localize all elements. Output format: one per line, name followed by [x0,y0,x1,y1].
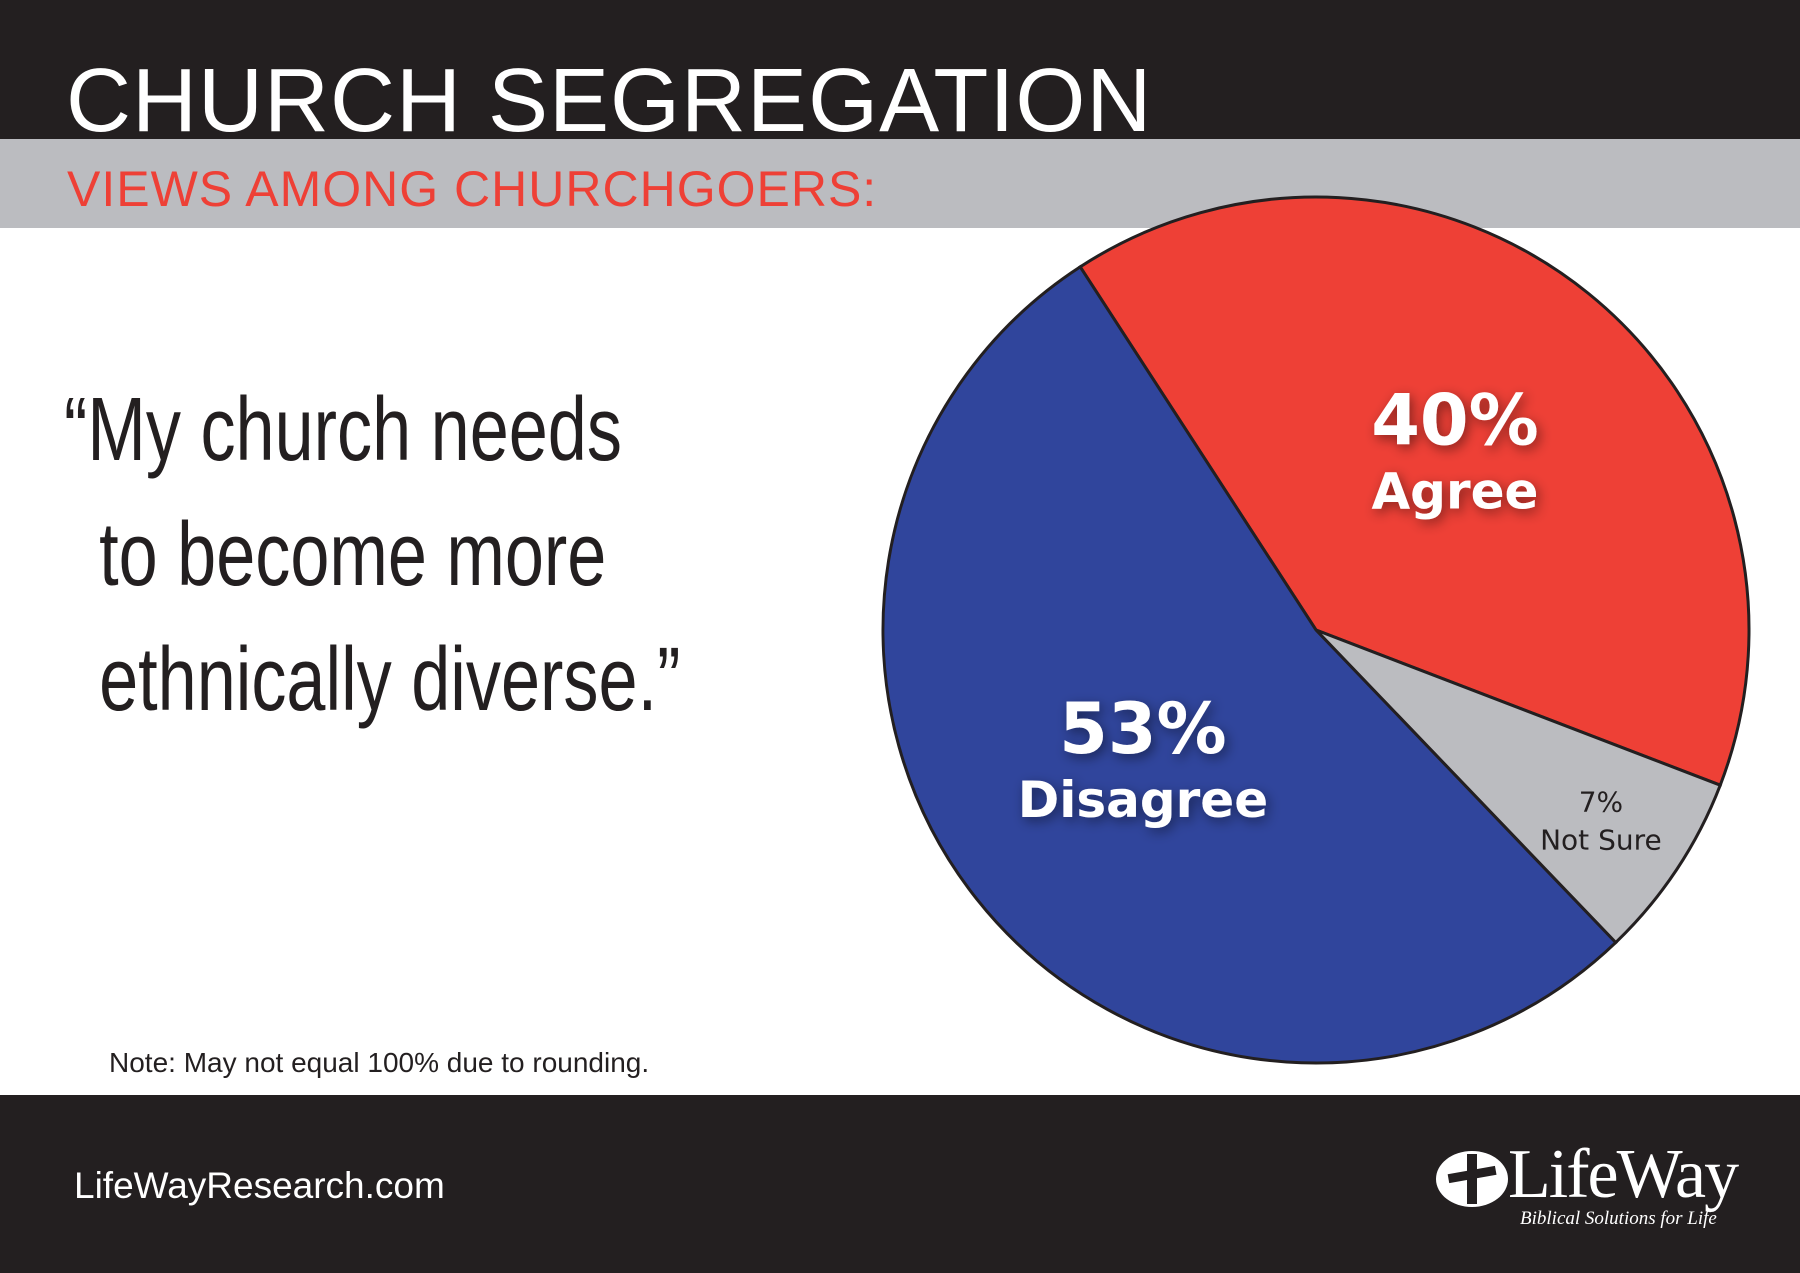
website-link[interactable]: LifeWayResearch.com [74,1165,445,1206]
quote-line: ethnically diverse.” [99,630,681,730]
logo-wordmark: LifeWay [1508,1136,1739,1213]
header-band [0,0,1800,139]
pie-label-group: 40%Agree [1371,379,1539,520]
page-subtitle: VIEWS AMONG CHURCHGOERS: [67,161,878,217]
pie-slice-not-sure [1314,628,1723,945]
survey-question-quote: “My church needs to become more ethnical… [64,368,680,743]
logo-tagline: Biblical Solutions for Life [1520,1208,1717,1229]
pie-category-label: Disagree [1018,771,1268,829]
pie-value-label: 40% [1371,379,1539,461]
pie-slice-agree [1078,195,1751,788]
pie-slice-disagree [881,264,1618,1065]
quote-line: to become more [99,505,607,605]
pie-label-group: 53%Disagree [1018,688,1268,829]
lifeway-logo: LifeWay Biblical Solutions for Life [1426,1140,1756,1240]
rounding-note: Note: May not equal 100% due to rounding… [109,1047,650,1078]
pie-value-label: 53% [1059,688,1227,770]
cross-emblem-icon [1436,1151,1508,1207]
pie-value-label: 7% [1579,785,1623,818]
pie-label-group: 7% Not Sure [1540,785,1662,856]
pie-category-label: Not Sure [1540,823,1662,856]
page-title: CHURCH SEGREGATION [66,51,1153,151]
quote-line: “My church needs [64,380,622,480]
pie-category-label: Agree [1371,462,1538,520]
pie-chart: 40%Agree 7% Not Sure 53%Disagree [881,195,1751,1065]
subheader-band [0,139,1800,228]
